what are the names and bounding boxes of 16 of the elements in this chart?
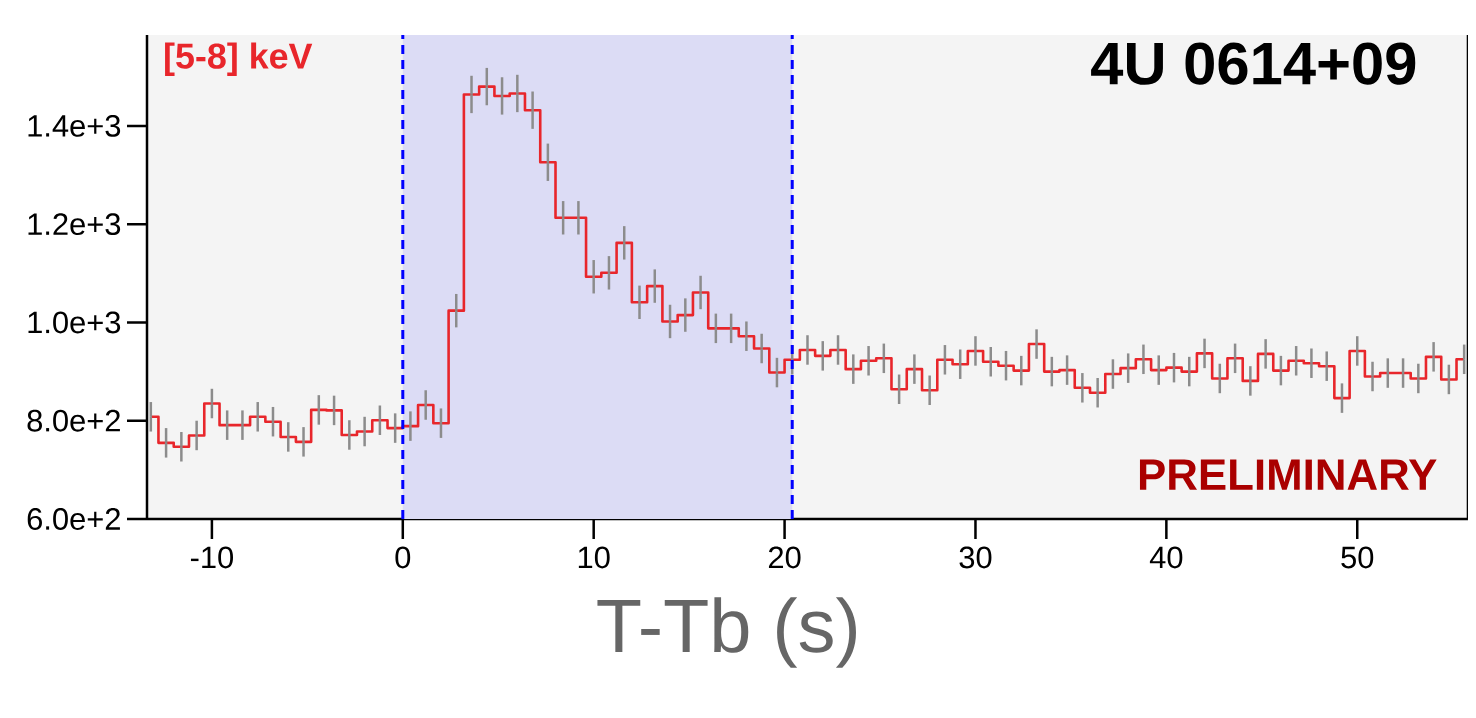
y-tick-label: 1.0e+3 xyxy=(28,311,121,334)
x-tick-label: 50 xyxy=(1341,546,1374,569)
x-tick-label: 40 xyxy=(1149,546,1183,569)
y-tick-label: 1.2e+3 xyxy=(28,213,121,236)
x-tick-label: 30 xyxy=(959,546,992,569)
annotation: PRELIMINARY xyxy=(1139,459,1437,490)
y-tick-label: 8.0e+2 xyxy=(27,409,120,432)
x-tick-label: 20 xyxy=(768,546,801,569)
annotation: [5-8] keV xyxy=(165,42,313,76)
y-tick-label: 1.4e+3 xyxy=(28,114,121,137)
x-tick-label: 0 xyxy=(395,546,411,569)
y-tick-label: 6.0e+2 xyxy=(27,508,120,530)
annotation: 4U 0614+09 xyxy=(1091,42,1416,85)
x-axis-title: T-Tb (s) xyxy=(597,597,856,668)
x-tick-label: -10 xyxy=(190,546,234,569)
x-tick-label: 10 xyxy=(578,546,610,569)
